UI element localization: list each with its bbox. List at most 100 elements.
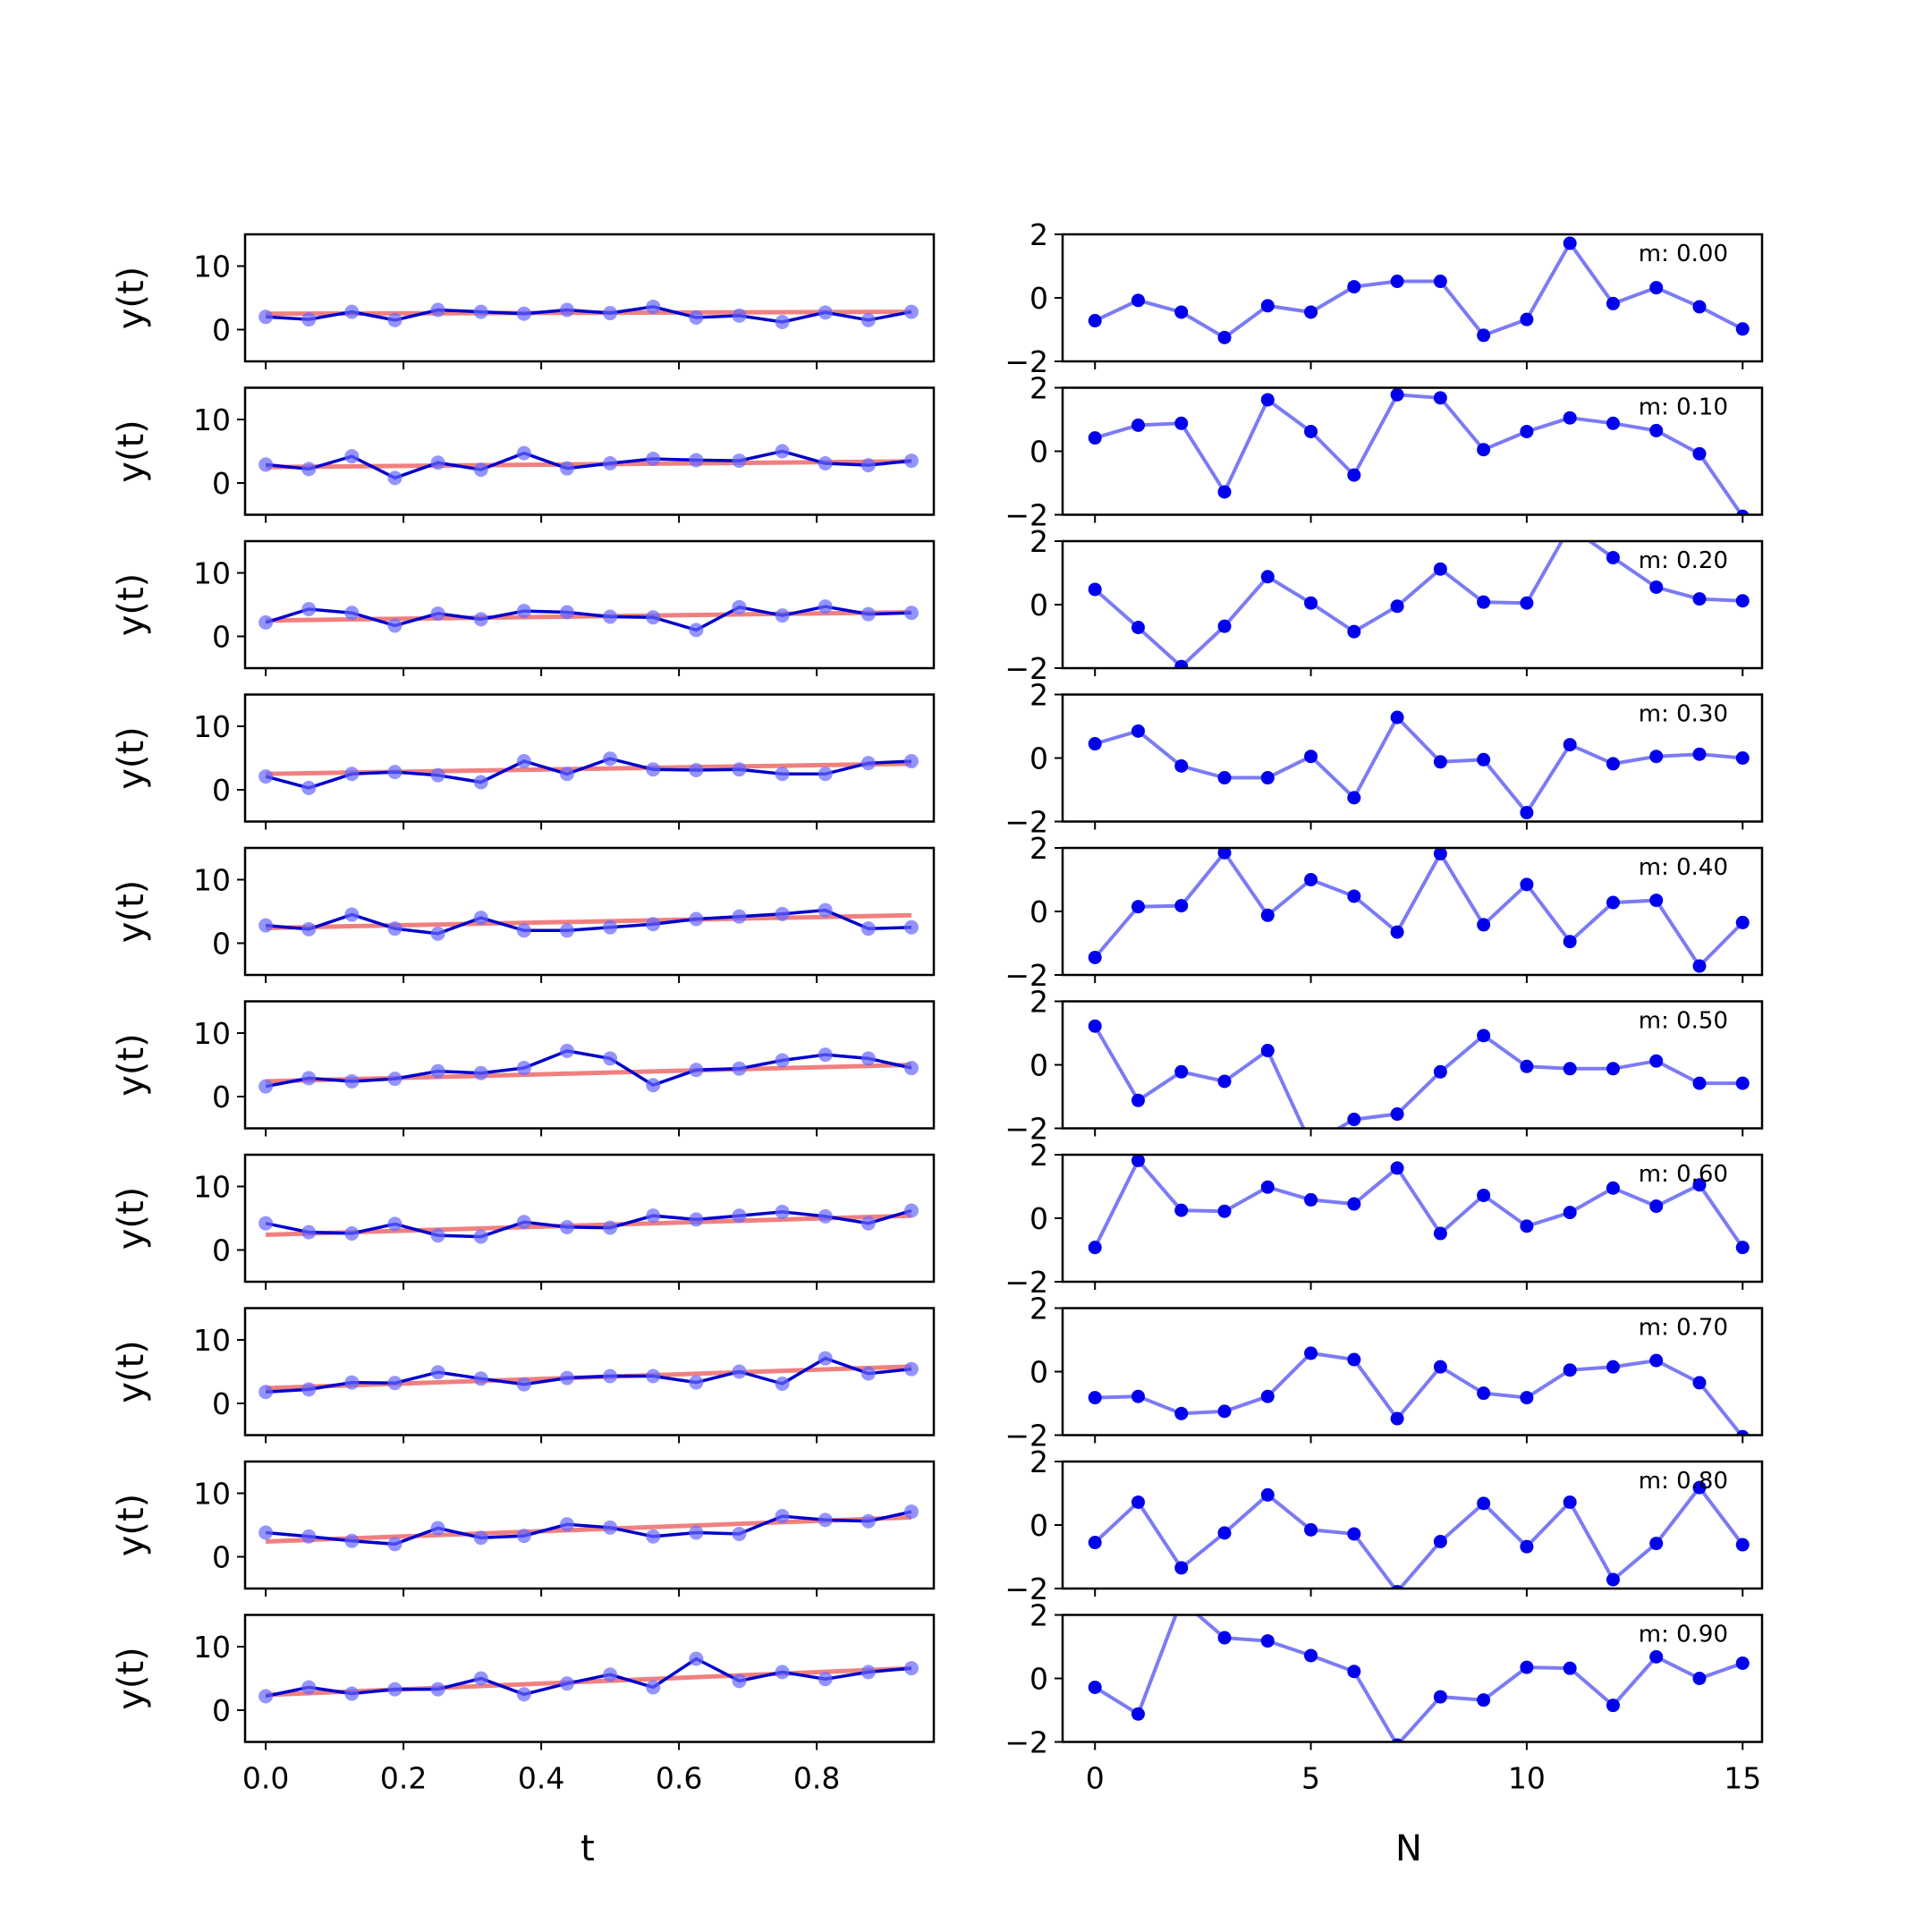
- x-tick-label: 0.6: [656, 1761, 702, 1796]
- data-point: [301, 921, 317, 936]
- right-panel-plot-area: [1088, 1614, 1750, 1742]
- y-tick-label: 0: [1030, 1048, 1048, 1083]
- left-y-axis-label: y(t): [111, 726, 152, 790]
- data-point: [775, 444, 790, 459]
- data-point: [818, 1672, 833, 1687]
- data-point: [559, 1370, 574, 1385]
- fit-line: [266, 1514, 912, 1544]
- series-point: [1088, 1536, 1102, 1550]
- series-line: [1093, 849, 1744, 970]
- series-point: [1390, 599, 1404, 614]
- data-point: [473, 612, 488, 627]
- data-point: [387, 618, 402, 633]
- series-point: [1649, 750, 1664, 764]
- data-point: [258, 614, 274, 630]
- data-point: [559, 767, 574, 782]
- series-point: [1217, 848, 1232, 860]
- data-point: [818, 1513, 833, 1528]
- series-point: [1563, 1363, 1577, 1377]
- series-point: [1433, 275, 1447, 289]
- right-panel-plot-area: [1088, 1155, 1750, 1255]
- x-tick-label: 5: [1301, 1761, 1320, 1796]
- data-point: [387, 921, 402, 936]
- panel-annotation: m: 0.20: [1639, 547, 1728, 574]
- series-point: [1606, 296, 1620, 310]
- left-y-axis-label: y(t): [111, 1494, 152, 1557]
- data-point: [473, 911, 488, 926]
- data-point: [301, 1680, 317, 1695]
- data-point: [258, 309, 274, 325]
- data-point: [903, 1504, 919, 1520]
- series-point: [1088, 1680, 1102, 1694]
- data-point: [646, 1368, 661, 1384]
- data-point: [903, 1203, 919, 1218]
- data-point: [603, 306, 618, 321]
- series-point: [1174, 1561, 1189, 1575]
- series-point: [1520, 312, 1534, 326]
- series-point: [1520, 424, 1534, 438]
- series-point: [1692, 959, 1707, 973]
- left-y-axis-label: y(t): [111, 880, 152, 944]
- series-line: [1094, 1614, 1743, 1742]
- data-point: [646, 917, 661, 932]
- data-point: [860, 1665, 876, 1680]
- series-point: [1174, 1064, 1189, 1079]
- data-point: [387, 765, 402, 780]
- left-panel-frame: [243, 1153, 936, 1284]
- series-point: [1347, 1527, 1361, 1541]
- series-point: [1477, 1496, 1491, 1511]
- data-point: [903, 754, 919, 769]
- series-point: [1131, 418, 1145, 432]
- y-tick-label: 2: [1030, 371, 1048, 406]
- data-point: [732, 1208, 747, 1224]
- series-point: [1649, 423, 1664, 437]
- series-point: [1649, 1353, 1664, 1368]
- x-tick-label: 15: [1724, 1761, 1761, 1796]
- data-point: [775, 1509, 790, 1524]
- left-panel-frame: [243, 1614, 936, 1743]
- y-tick-label: 10: [193, 1323, 231, 1358]
- series-point: [1477, 1693, 1491, 1707]
- data-line: [265, 305, 912, 324]
- data-point: [258, 1079, 274, 1094]
- y-tick-label: 2: [1030, 831, 1048, 866]
- data-point: [387, 1537, 402, 1552]
- series-point: [1433, 562, 1447, 576]
- data-point: [732, 453, 747, 469]
- right-panel-plot-area: [1088, 848, 1750, 973]
- right-panel: m: 0.60 −2 0 2: [1004, 1138, 1764, 1300]
- panel-annotation: m: 0.30: [1639, 701, 1728, 728]
- panel-annotation: m: 0.60: [1639, 1161, 1728, 1188]
- series-line: [1094, 393, 1744, 515]
- data-point: [301, 312, 317, 327]
- data-point: [603, 609, 618, 624]
- data-point: [516, 1061, 531, 1076]
- series-point: [1606, 1062, 1620, 1076]
- series-point: [1735, 1656, 1750, 1670]
- data-point: [430, 1365, 445, 1380]
- data-point: [603, 455, 618, 470]
- data-point: [860, 1513, 876, 1529]
- data-point: [430, 302, 445, 318]
- data-point: [473, 1371, 488, 1386]
- data-point: [646, 299, 661, 314]
- series-point: [1347, 1665, 1361, 1679]
- y-tick-label: 0: [212, 313, 231, 348]
- series-point: [1390, 1161, 1404, 1175]
- left-panel-plot-area: [258, 599, 919, 638]
- right-panel-plot-area: [1088, 1019, 1750, 1129]
- series-point: [1735, 915, 1750, 929]
- y-tick-label: 10: [193, 1477, 231, 1512]
- data-point: [301, 1529, 317, 1544]
- right-panel-plot-area: [1088, 710, 1750, 820]
- series-point: [1390, 1107, 1404, 1122]
- data-point: [516, 1687, 531, 1702]
- data-point: [860, 756, 876, 771]
- right-panel: m: 0.20 −2 0 2: [1004, 524, 1764, 686]
- data-point: [559, 302, 574, 318]
- data-point: [516, 306, 531, 321]
- data-point: [559, 605, 574, 620]
- data-point: [430, 767, 445, 783]
- series-point: [1217, 619, 1232, 633]
- data-point: [860, 921, 876, 936]
